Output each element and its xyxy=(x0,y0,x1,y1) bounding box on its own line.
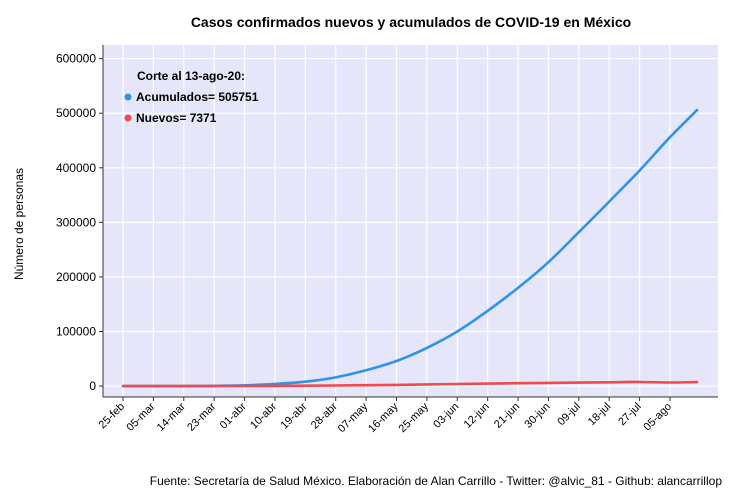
x-tick-label: 30-jun xyxy=(522,401,552,431)
x-tick-label: 19-abr xyxy=(278,400,309,431)
plot-area xyxy=(103,45,718,397)
series-line-nuevos xyxy=(121,380,699,388)
x-tick-label: 05-ago xyxy=(641,401,674,434)
y-tick-label: 600000 xyxy=(56,52,96,66)
x-tick-label: 21-jun xyxy=(492,401,522,431)
x-tick-label: 03-jun xyxy=(431,401,461,431)
y-axis: 0 100000 200000 300000 400000 500000 600000 xyxy=(56,45,104,397)
x-tick-label: 07-may xyxy=(336,400,371,435)
y-tick-label: 200000 xyxy=(56,270,96,284)
x-tick-label: 27-jul xyxy=(616,401,644,429)
x-tick-label: 23-mar xyxy=(185,400,218,433)
y-tick-label: 400000 xyxy=(56,161,96,175)
chart-caption: Fuente: Secretaría de Salud México. Elab… xyxy=(150,474,723,488)
x-tick-label: 12-jun xyxy=(462,401,492,431)
x-tick-label: 25-may xyxy=(397,400,432,435)
y-tick-label: 500000 xyxy=(56,106,96,120)
x-tick-label: 25-feb xyxy=(97,401,128,432)
y-tick-label: 0 xyxy=(89,379,96,393)
x-tick-label: 10-abr xyxy=(248,400,279,431)
y-tick-label: 300000 xyxy=(56,215,96,229)
y-axis-label: Número de personas xyxy=(12,168,26,280)
legend-marker-acumulados xyxy=(124,93,132,101)
x-tick-label: 01-abr xyxy=(218,400,249,431)
grid xyxy=(103,45,718,397)
legend-label-acumulados: Acumulados= 505751 xyxy=(136,90,259,104)
legend-marker-nuevos xyxy=(124,114,132,122)
x-tick-label: 14-mar xyxy=(155,400,188,433)
x-tick-label: 18-jul xyxy=(586,401,614,429)
y-tick-label: 100000 xyxy=(56,325,96,339)
x-tick-label: 09-jul xyxy=(555,401,583,429)
legend-label-nuevos: Nuevos= 7371 xyxy=(136,111,217,125)
legend: Corte al 13-ago-20: Acumulados= 505751 N… xyxy=(124,69,259,125)
series-group xyxy=(121,108,699,388)
x-tick-label: 16-may xyxy=(366,400,401,435)
x-tick-label: 05-mar xyxy=(124,400,157,433)
legend-title: Corte al 13-ago-20: xyxy=(137,69,245,83)
chart-title: Casos confirmados nuevos y acumulados de… xyxy=(191,14,631,30)
